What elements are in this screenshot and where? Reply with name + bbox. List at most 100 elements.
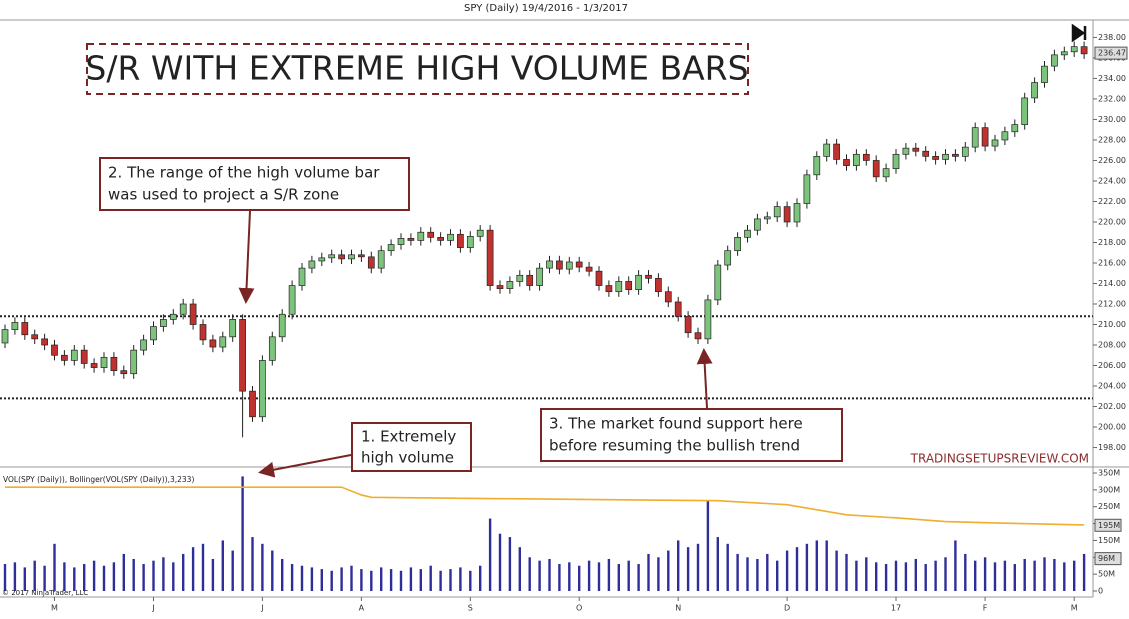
- candle-body: [694, 332, 702, 340]
- candle-body: [991, 139, 999, 147]
- volume-bar: [845, 553, 848, 591]
- volume-bar: [726, 543, 729, 591]
- y-tick-label: 224.00: [1098, 176, 1126, 185]
- candle-body: [1080, 46, 1088, 55]
- volume-bar: [578, 565, 581, 591]
- candle-body: [437, 237, 444, 241]
- volume-bar: [43, 565, 46, 591]
- candle-body: [268, 336, 276, 361]
- volume-bar: [409, 567, 413, 591]
- volume-bar: [746, 557, 749, 591]
- volume-bar: [785, 550, 789, 591]
- play-icon[interactable]: [1071, 23, 1087, 43]
- volume-bar: [469, 570, 472, 591]
- volume-bar: [419, 569, 422, 591]
- y-tick-label: 208.00: [1098, 341, 1126, 350]
- candle-body: [229, 319, 237, 338]
- volume-bar: [815, 540, 818, 591]
- copyright: © 2017 NinjaTrader, LLC: [2, 589, 88, 597]
- volume-bar: [597, 562, 601, 591]
- volume-bar: [221, 540, 224, 591]
- candle-body: [793, 203, 801, 223]
- volume-bar: [350, 565, 353, 591]
- x-tick-label: A: [359, 604, 365, 613]
- bollinger-line: [5, 486, 1085, 526]
- candle-body: [447, 233, 454, 241]
- arrow: [238, 210, 255, 304]
- volume-bar: [112, 562, 116, 591]
- candle-body: [348, 254, 355, 260]
- y-tick-label: 214.00: [1098, 279, 1126, 288]
- y-tick-label: 350M: [1098, 469, 1120, 478]
- candle-body: [179, 303, 187, 315]
- volume-bar: [637, 564, 640, 591]
- y-tick-label: 300M: [1098, 485, 1120, 494]
- candle-body: [783, 206, 791, 223]
- candle-body: [922, 150, 930, 157]
- y-tick-label: 198.00: [1098, 443, 1126, 452]
- volume-bar: [1053, 558, 1056, 591]
- candle-body: [377, 250, 385, 269]
- volume-marker-box: [1094, 552, 1122, 566]
- candle-body: [912, 147, 920, 152]
- volume-bar: [756, 558, 759, 591]
- volume-bar: [548, 558, 551, 591]
- candle-body: [367, 256, 375, 269]
- volume-bar: [429, 565, 432, 591]
- volume-bar: [488, 518, 492, 591]
- candle-body: [536, 267, 543, 286]
- volume-bar: [340, 567, 343, 591]
- volume-bar: [300, 565, 304, 591]
- y-tick-label: 210.00: [1098, 320, 1126, 329]
- candle-body: [466, 235, 474, 248]
- volume-bar: [696, 543, 700, 591]
- candle-body: [645, 274, 652, 279]
- candle-body: [328, 254, 336, 259]
- candle-body: [100, 356, 108, 368]
- candle-body: [704, 299, 712, 340]
- price-marker: 236.47: [1098, 49, 1126, 58]
- x-tick-label: D: [784, 604, 790, 613]
- candle-body: [80, 349, 88, 364]
- volume-bar: [974, 560, 977, 591]
- candle-body: [407, 238, 415, 241]
- x-tick-label: J: [151, 604, 154, 613]
- volume-bar: [122, 553, 125, 591]
- candle-body: [1001, 131, 1009, 141]
- candle-body: [526, 274, 534, 286]
- candle-body: [506, 281, 514, 289]
- volume-bar: [13, 562, 17, 591]
- annotation: 1. Extremely: [361, 428, 456, 446]
- candle-body: [11, 322, 19, 330]
- volume-marker: 195M: [1098, 521, 1120, 530]
- candle-body: [338, 254, 345, 260]
- annotation-box: [540, 408, 843, 462]
- y-tick-label: 200.00: [1098, 423, 1126, 432]
- volume-bar: [1063, 562, 1066, 591]
- volume-bar: [152, 560, 155, 591]
- volume-bar: [924, 564, 927, 591]
- headline: S/R WITH EXTREME HIGH VOLUME BARS: [85, 49, 748, 88]
- volume-bar: [498, 533, 502, 591]
- candle-body: [1, 329, 9, 344]
- volume-bar: [330, 570, 333, 591]
- watermark: TRADINGSETUPSREVIEW.COM: [910, 452, 1089, 466]
- volume-bar: [855, 560, 858, 591]
- candle-body: [565, 261, 573, 270]
- candle-body: [90, 363, 98, 368]
- volume-bar: [825, 540, 828, 591]
- candle-body: [981, 127, 989, 147]
- candle-body: [872, 160, 880, 178]
- volume-bar: [835, 550, 838, 591]
- candle-body: [41, 338, 48, 346]
- annotation: high volume: [361, 449, 454, 467]
- arrow: [696, 348, 713, 409]
- candle-body: [150, 326, 157, 341]
- candle-body: [1021, 97, 1029, 125]
- candle-body: [882, 168, 890, 178]
- candle-body: [288, 285, 296, 315]
- candle-body: [971, 127, 979, 148]
- candle-body: [219, 336, 227, 348]
- y-tick-label: 220.00: [1098, 217, 1126, 226]
